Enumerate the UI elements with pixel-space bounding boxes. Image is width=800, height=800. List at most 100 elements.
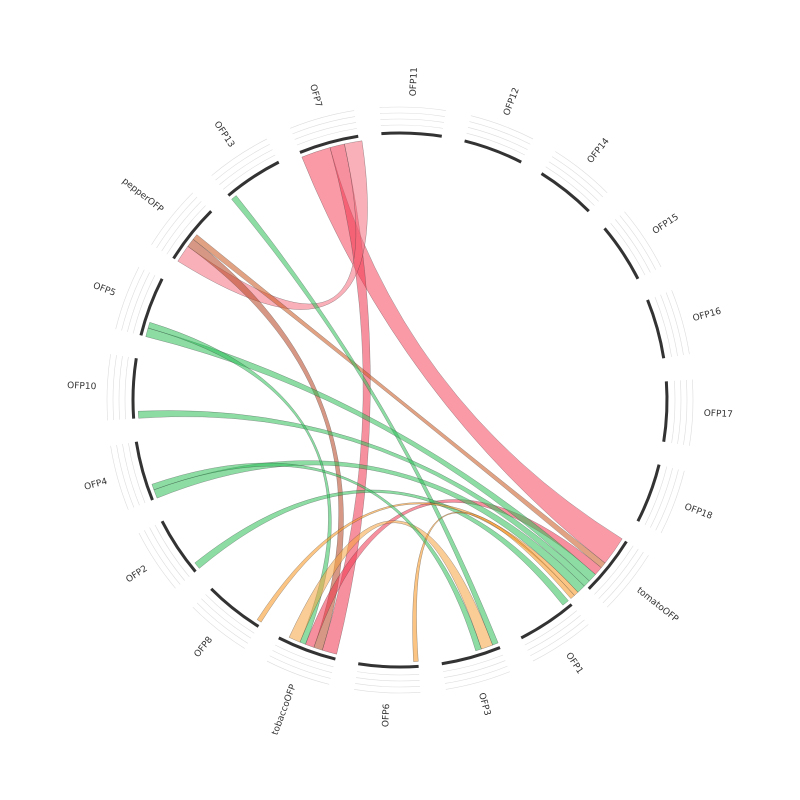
segment-arc (134, 441, 154, 501)
track-ring (683, 379, 688, 445)
track-ring (106, 354, 111, 421)
track-ring (223, 154, 276, 190)
track-ring (266, 660, 330, 685)
segment-arc (210, 587, 260, 628)
track-ring (272, 650, 333, 673)
track-ring (127, 272, 150, 333)
track-ring (650, 467, 673, 528)
track-ring (469, 121, 531, 145)
segment-label: OFP8 (193, 635, 216, 660)
track-ring (112, 355, 117, 421)
track-ring (118, 355, 123, 420)
track-ring (655, 469, 679, 531)
track-ring (467, 127, 528, 150)
track-ring (644, 466, 668, 525)
track-ring (598, 548, 639, 599)
segment-label: OFP5 (91, 281, 116, 299)
track-ring (132, 275, 156, 334)
track-ring (530, 619, 585, 656)
track-ring (121, 269, 145, 331)
segment-label: OFP2 (124, 564, 149, 585)
track-ring (551, 156, 604, 198)
segment-arc (520, 603, 573, 640)
track-ring (161, 201, 202, 252)
track-ring (154, 524, 190, 577)
track-ring (610, 223, 646, 276)
segment-arc (636, 464, 661, 522)
track-ring (292, 116, 356, 135)
track-ring (677, 380, 682, 445)
track-ring (443, 660, 506, 678)
segment-arc (139, 278, 164, 336)
track-ring (379, 106, 446, 111)
track-ring (671, 290, 690, 355)
track-ring (128, 442, 146, 504)
track-ring (115, 266, 140, 330)
track-ring (166, 205, 206, 255)
segment-label: OFP1 (563, 651, 584, 676)
segment-label: tobaccoOFP (271, 683, 299, 737)
segment-arc (646, 299, 666, 359)
segment-label: OFP14 (586, 136, 612, 165)
track-ring (689, 379, 694, 446)
segment-label: OFP17 (703, 409, 733, 420)
track-ring (444, 665, 508, 684)
track-ring (527, 615, 581, 651)
track-ring (445, 671, 510, 690)
ribbon (151, 462, 482, 652)
track-ring (354, 689, 421, 694)
segment-label: OFP18 (683, 502, 714, 522)
track-ring (545, 166, 595, 206)
track-ring (156, 196, 198, 249)
track-ring (290, 110, 355, 129)
track-ring (470, 115, 534, 140)
segment-arc (172, 210, 213, 260)
segment-arc (131, 357, 138, 419)
ribbon (231, 195, 499, 646)
track-ring (555, 151, 608, 194)
segment-arc (603, 227, 640, 280)
track-ring (654, 296, 672, 358)
track-ring (466, 132, 525, 156)
segment-label: OFP4 (83, 477, 108, 493)
track-ring (110, 445, 129, 510)
track-ring (211, 138, 268, 176)
segment-arc (464, 139, 522, 164)
track-ring (196, 602, 249, 644)
track-ring (660, 294, 678, 357)
track-ring (606, 555, 649, 608)
track-ring (144, 530, 181, 585)
segment-label: OFP6 (381, 703, 392, 727)
track-ring (192, 606, 245, 649)
segment-arc (278, 636, 336, 661)
segment-label: OFP16 (692, 307, 723, 324)
track-ring (356, 671, 420, 676)
track-ring (660, 470, 685, 534)
segment-arc (227, 160, 280, 197)
track-ring (122, 443, 140, 506)
ribbon (138, 410, 590, 587)
track-ring (116, 444, 135, 508)
track-ring (624, 211, 662, 268)
track-ring (355, 677, 420, 682)
segment-label: OFP11 (409, 67, 420, 97)
track-ring (380, 124, 444, 129)
segment-arc (441, 646, 501, 666)
segment-arc (587, 540, 628, 590)
track-ring (524, 610, 577, 646)
track-ring (138, 532, 176, 589)
track-ring (380, 118, 445, 123)
track-ring (671, 380, 676, 444)
track-ring (294, 122, 357, 140)
track-ring (201, 598, 252, 639)
track-ring (602, 551, 644, 604)
segment-arc (662, 381, 669, 443)
segment-arc (299, 134, 359, 154)
segment-arc (357, 662, 419, 669)
ribbon (256, 502, 579, 623)
track-ring (151, 192, 194, 245)
segment-label: OFP7 (307, 83, 323, 108)
segment-label: OFP10 (67, 381, 97, 392)
track-ring (548, 161, 599, 202)
